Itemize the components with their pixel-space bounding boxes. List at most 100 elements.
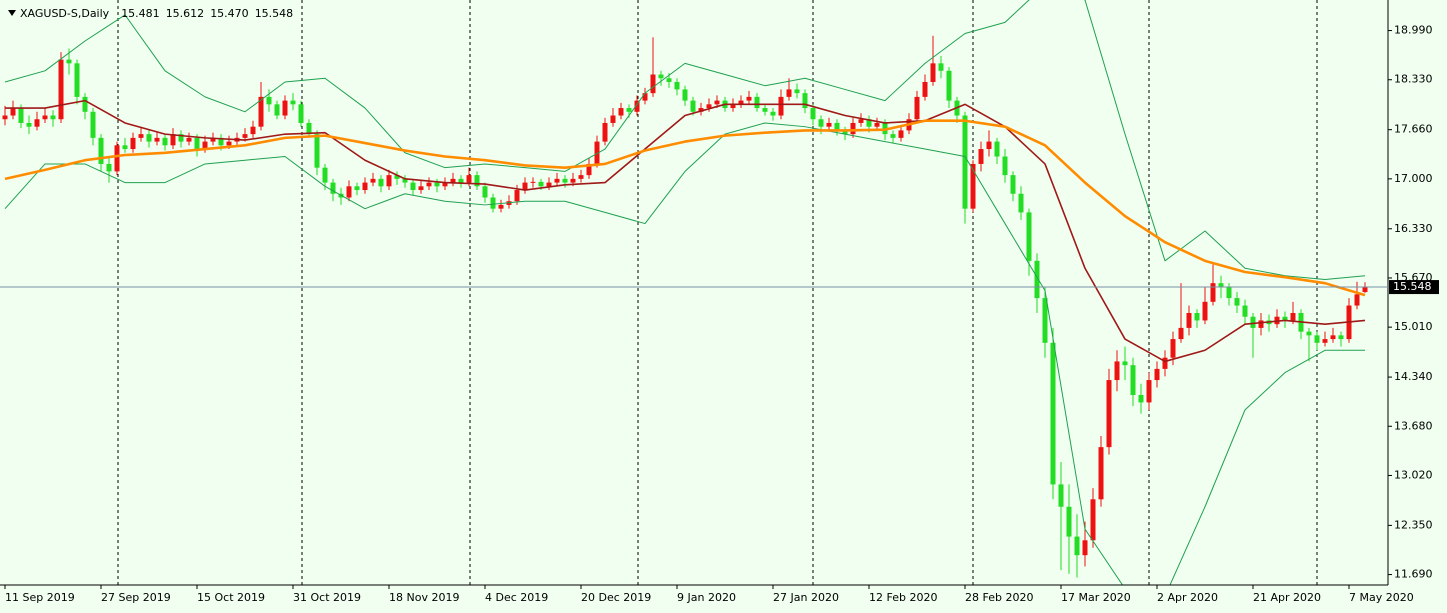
candle-body xyxy=(522,182,528,191)
candle-body xyxy=(1258,320,1264,328)
candle-body xyxy=(226,141,232,146)
candle-body xyxy=(434,182,440,187)
candle-body xyxy=(74,63,80,97)
candle-body xyxy=(602,122,608,142)
candle-body xyxy=(858,119,864,123)
candle-body xyxy=(986,141,992,150)
candle-body xyxy=(1330,335,1336,340)
candle-body xyxy=(770,111,776,116)
candle-body xyxy=(554,178,560,183)
indicator-line xyxy=(5,99,1366,363)
candle-body xyxy=(242,134,248,138)
candle-body xyxy=(1170,339,1176,358)
candle-body xyxy=(546,182,552,187)
y-tick-label: 17.660 xyxy=(1394,123,1433,136)
candle-body xyxy=(1010,175,1016,194)
x-tick-label: 17 Mar 2020 xyxy=(1061,591,1131,604)
y-tick-label: 18.990 xyxy=(1394,24,1433,37)
x-tick-label: 11 Sep 2019 xyxy=(5,591,75,604)
candle-body xyxy=(162,137,168,146)
y-tick-label: 17.000 xyxy=(1394,172,1433,185)
candle-body xyxy=(682,89,688,101)
symbol: XAGUSD-S,Daily xyxy=(20,7,110,20)
candle-body xyxy=(362,182,368,191)
x-tick-label: 9 Jan 2020 xyxy=(677,591,736,604)
candle-body xyxy=(466,175,472,183)
candle-body xyxy=(1250,316,1256,328)
candle-body xyxy=(106,163,112,172)
candle-body xyxy=(922,81,928,97)
candle-body xyxy=(570,178,576,183)
candle-body xyxy=(154,137,160,142)
candle-body xyxy=(1354,294,1360,306)
y-tick-label: 12.350 xyxy=(1394,518,1433,531)
x-tick-label: 21 Apr 2020 xyxy=(1253,591,1321,604)
candle-body xyxy=(730,104,736,109)
candle-body xyxy=(178,134,184,142)
candle-body xyxy=(1218,283,1224,287)
candle-body xyxy=(266,96,272,105)
candle-body xyxy=(1122,361,1128,366)
candle-body xyxy=(898,130,904,138)
period-separators xyxy=(117,0,1318,585)
indicator-line xyxy=(4,0,1366,280)
candle-body xyxy=(1362,287,1368,293)
candle-body xyxy=(618,108,624,116)
candle-body xyxy=(2,115,8,120)
candle-body xyxy=(354,186,360,191)
candle-body xyxy=(666,78,672,82)
candle-body xyxy=(34,119,40,127)
x-tick-label: 27 Sep 2019 xyxy=(101,591,171,604)
candle-body xyxy=(1042,298,1048,343)
x-tick-label: 20 Dec 2019 xyxy=(581,591,651,604)
candle-body xyxy=(850,122,856,135)
candle-body xyxy=(714,100,720,105)
candle-body xyxy=(418,186,424,191)
candle-body xyxy=(786,89,792,97)
y-tick-label: 16.330 xyxy=(1394,222,1433,235)
candle-body xyxy=(50,115,56,120)
candle-body xyxy=(18,108,24,123)
candle-body xyxy=(1090,499,1096,541)
candle-body xyxy=(962,115,968,209)
menu-arrow[interactable] xyxy=(8,10,16,16)
candle-body xyxy=(258,96,264,127)
candle-body xyxy=(834,122,840,131)
candle-body xyxy=(490,197,496,209)
candle-body xyxy=(1034,260,1040,299)
candle-body xyxy=(1146,380,1152,403)
candle-body xyxy=(1106,380,1112,448)
x-tick-label: 12 Feb 2020 xyxy=(869,591,937,604)
candle-body xyxy=(1058,484,1064,507)
candle-body xyxy=(394,175,400,179)
candle-body xyxy=(1242,305,1248,317)
candle-body xyxy=(482,186,488,198)
candle-body xyxy=(706,104,712,109)
candle-body xyxy=(402,178,408,183)
candle-body xyxy=(970,163,976,209)
candle-body xyxy=(1138,394,1144,403)
candle-body xyxy=(202,141,208,150)
candle-body xyxy=(1178,327,1184,340)
candle-body xyxy=(410,182,416,191)
candle-body xyxy=(674,81,680,90)
header: XAGUSD-S,Daily 15.481 15.612 15.470 15.548 xyxy=(20,7,293,20)
candle-body xyxy=(282,100,288,116)
candle-body xyxy=(938,63,944,71)
candle-body xyxy=(698,108,704,112)
candle-body xyxy=(586,163,592,176)
candle-body xyxy=(1194,312,1200,321)
candle-body xyxy=(1154,368,1160,381)
candle-body xyxy=(90,111,96,138)
candle-body xyxy=(738,100,744,105)
plot-area xyxy=(2,0,1368,585)
candle-body xyxy=(594,141,600,164)
x-tick-label: 7 May 2020 xyxy=(1349,591,1414,604)
x-tick-label: 27 Jan 2020 xyxy=(773,591,839,604)
candle-body xyxy=(994,141,1000,157)
candle-body xyxy=(1130,365,1136,395)
candle-body xyxy=(1066,506,1072,537)
candle-body xyxy=(306,122,312,135)
